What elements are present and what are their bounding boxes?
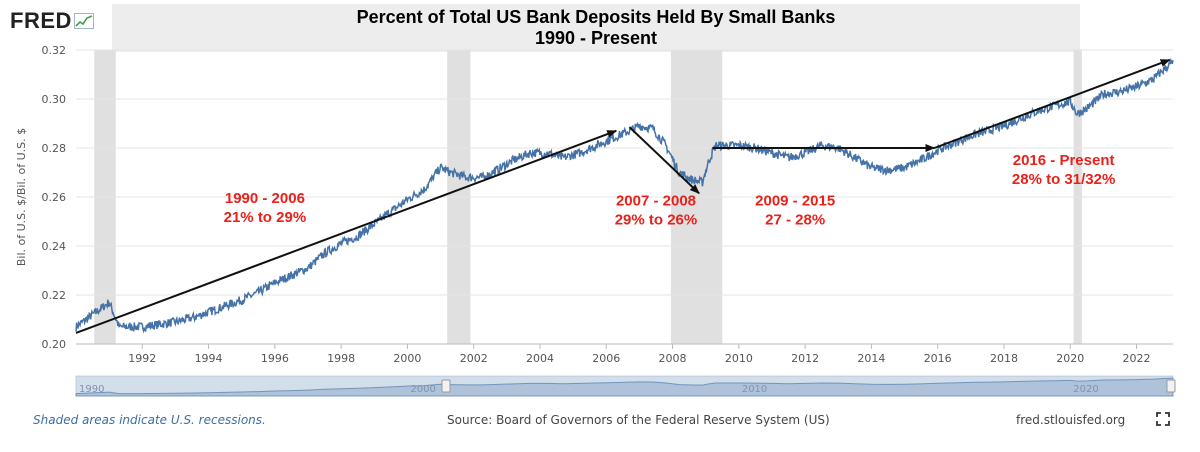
x-tick-label: 2016 bbox=[924, 352, 952, 365]
y-tick-label: 0.24 bbox=[42, 240, 67, 253]
annotation-line: 2016 - Present bbox=[1013, 152, 1115, 169]
navigator-label: 2010 bbox=[742, 384, 767, 395]
navigator-label: 2000 bbox=[410, 384, 435, 395]
trend-arrow bbox=[628, 126, 700, 195]
navigator-label: 1990 bbox=[79, 384, 104, 395]
x-tick-label: 2012 bbox=[791, 352, 819, 365]
trend-arrow bbox=[934, 58, 1171, 149]
x-tick-labels: 1992 1994 1996 1998 2000 2002 2004 2006 2008 2010… bbox=[128, 344, 1151, 365]
fullscreen-icon[interactable] bbox=[1156, 412, 1170, 426]
x-tick-label: 2018 bbox=[990, 352, 1018, 365]
y-tick-labels: 0.20 0.22 0.24 0.26 0.28 0.30 0.32 bbox=[42, 44, 67, 351]
chart-subtitle: 1990 - Present bbox=[534, 28, 658, 48]
x-tick-label: 1998 bbox=[327, 352, 355, 365]
chart-title: Percent of Total US Bank Deposits Held B… bbox=[356, 7, 836, 27]
y-tick-label: 0.26 bbox=[42, 191, 67, 204]
x-tick-label: 2022 bbox=[1123, 352, 1151, 365]
x-tick-label: 2010 bbox=[725, 352, 753, 365]
y-tick-label: 0.20 bbox=[42, 338, 67, 351]
navigator-label: 2020 bbox=[1073, 384, 1098, 395]
y-tick-label: 0.30 bbox=[42, 93, 67, 106]
x-tick-label: 2004 bbox=[526, 352, 554, 365]
navigator-selection bbox=[76, 376, 1173, 396]
annotation-line: 27 - 28% bbox=[765, 212, 825, 229]
x-tick-label: 1992 bbox=[128, 352, 156, 365]
x-tick-label: 1994 bbox=[195, 352, 223, 365]
navigator-handle[interactable] bbox=[441, 379, 451, 393]
x-tick-label: 2020 bbox=[1056, 352, 1084, 365]
x-tick-label: 2008 bbox=[659, 352, 687, 365]
annotation-line: 29% to 26% bbox=[615, 212, 698, 229]
annotation-label: 1990 - 2006 21% to 29% bbox=[224, 190, 307, 226]
range-navigator[interactable]: 1990 2000 2010 2020 bbox=[75, 375, 1176, 397]
annotations: 1990 - 2006 21% to 29% 2007 - 2008 29% to 2… bbox=[224, 152, 1116, 228]
navigator-area bbox=[75, 377, 1174, 397]
annotation-line: 1990 - 2006 bbox=[225, 190, 305, 207]
grid-lines bbox=[76, 49, 1173, 345]
fred-logo[interactable]: FRED bbox=[10, 8, 94, 34]
series-layer bbox=[75, 57, 1174, 334]
annotation-line: 2009 - 2015 bbox=[755, 193, 835, 210]
trend-arrows bbox=[75, 58, 1171, 334]
source-note: Source: Board of Governors of the Federa… bbox=[447, 413, 830, 427]
recession-note: Shaded areas indicate U.S. recessions. bbox=[33, 413, 266, 427]
y-tick-label: 0.32 bbox=[42, 44, 67, 57]
annotation-line: 2007 - 2008 bbox=[616, 193, 696, 210]
chart-title-box: Percent of Total US Bank Deposits Held B… bbox=[112, 4, 1080, 52]
site-link[interactable]: fred.stlouisfed.org bbox=[1016, 413, 1126, 427]
annotation-line: 21% to 29% bbox=[224, 209, 307, 226]
trend-arrow bbox=[75, 129, 618, 334]
fred-logo-text: FRED bbox=[10, 8, 72, 33]
annotation-label: 2007 - 2008 29% to 26% bbox=[615, 193, 698, 229]
x-tick-label: 2014 bbox=[857, 352, 885, 365]
x-tick-label: 2006 bbox=[592, 352, 620, 365]
navigator-handle[interactable] bbox=[1166, 379, 1176, 393]
x-tick-label: 1996 bbox=[261, 352, 289, 365]
fred-chart-icon bbox=[73, 13, 94, 29]
y-axis-label: Bil. of U.S. $/Bil. of U.S. $ bbox=[15, 128, 28, 266]
series-line bbox=[75, 57, 1174, 334]
annotation-label: 2009 - 2015 27 - 28% bbox=[755, 193, 835, 229]
x-tick-label: 2000 bbox=[393, 352, 421, 365]
y-tick-label: 0.28 bbox=[42, 142, 67, 155]
x-tick-label: 2002 bbox=[460, 352, 488, 365]
annotation-label: 2016 - Present 28% to 31/32% bbox=[1012, 152, 1115, 188]
y-tick-label: 0.22 bbox=[42, 289, 67, 302]
annotation-line: 28% to 31/32% bbox=[1012, 171, 1115, 188]
